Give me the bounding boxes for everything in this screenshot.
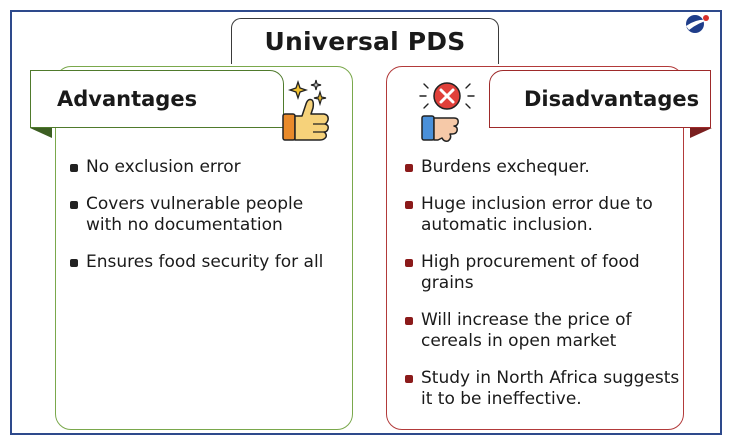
list-item-text: Huge inclusion error due to automatic in… (421, 194, 653, 235)
title-text: Universal PDS (264, 27, 466, 56)
advantages-header-fold (30, 128, 52, 138)
bullet-icon (70, 164, 78, 172)
list-item-text: No exclusion error (86, 157, 241, 177)
bullet-icon (70, 259, 78, 267)
thumbs-up-icon (282, 79, 329, 141)
list-item-text: High procurement of food grains (421, 252, 640, 293)
advantages-heading: Advantages (57, 87, 198, 111)
list-item: No exclusion error (70, 157, 340, 178)
advantages-list: No exclusion error Covers vulnerable peo… (70, 157, 340, 289)
bullet-icon (405, 201, 413, 209)
bullet-icon (405, 259, 413, 267)
list-item-text: Ensures food security for all (86, 252, 324, 272)
outer-frame (10, 10, 722, 435)
list-item-text: Burdens exchequer. (421, 157, 590, 177)
disadvantages-list: Burdens exchequer. Huge inclusion error … (405, 157, 680, 426)
list-item: Ensures food security for all (70, 252, 340, 273)
list-item: High procurement of food grains (405, 252, 680, 294)
thumbs-down-cross-icon (419, 82, 475, 142)
advantages-header: Advantages (30, 70, 284, 128)
list-item: Will increase the price of cereals in op… (405, 310, 680, 352)
list-item: Study in North Africa suggests it to be … (405, 368, 680, 410)
list-item: Huge inclusion error due to automatic in… (405, 194, 680, 236)
bullet-icon (70, 201, 78, 209)
list-item: Covers vulnerable people with no documen… (70, 194, 340, 236)
brand-logo-icon (686, 15, 710, 33)
list-item: Burdens exchequer. (405, 157, 680, 178)
bullet-icon (405, 317, 413, 325)
list-item-text: Covers vulnerable people with no documen… (86, 194, 304, 235)
list-item-text: Will increase the price of cereals in op… (421, 310, 632, 351)
bullet-icon (405, 164, 413, 172)
list-item-text: Study in North Africa suggests it to be … (421, 368, 680, 409)
bullet-icon (405, 375, 413, 383)
disadvantages-header-fold (690, 128, 712, 138)
disadvantages-heading: Disadvantages (524, 87, 700, 111)
diagram-title: Universal PDS (231, 18, 499, 64)
disadvantages-header: Disadvantages (489, 70, 711, 128)
